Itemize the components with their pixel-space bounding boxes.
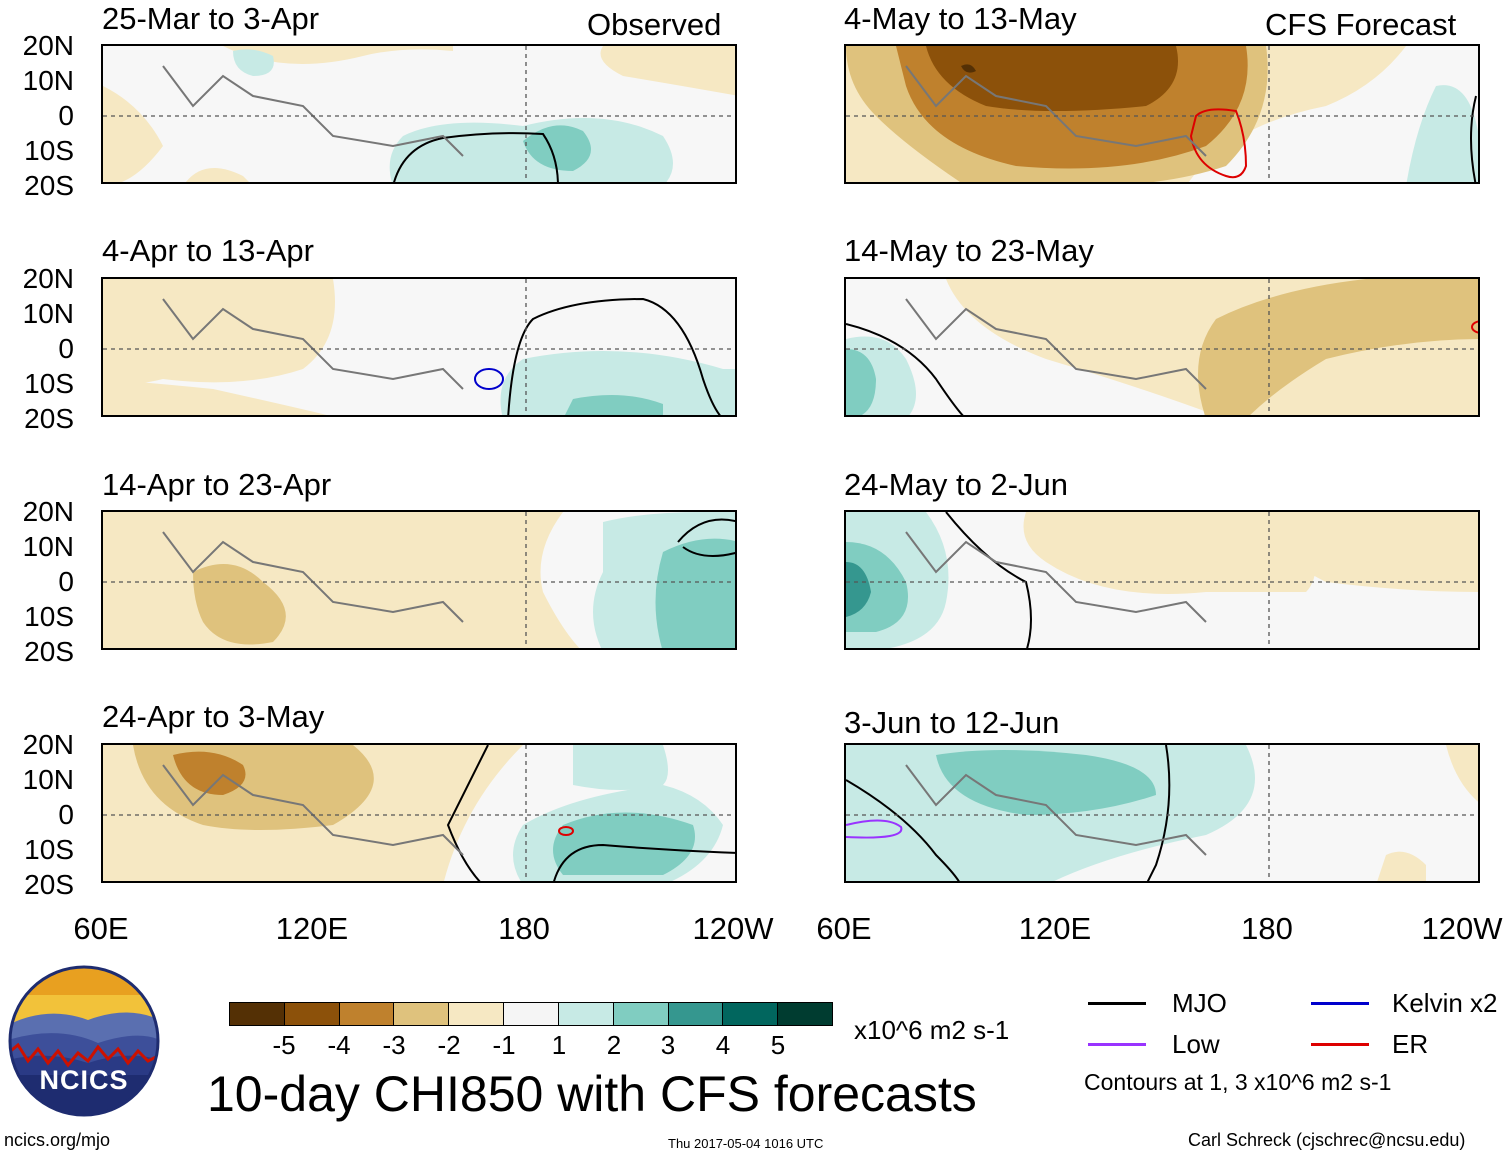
x-label: 120W xyxy=(1421,911,1503,946)
colorbar-swatch xyxy=(230,1003,284,1025)
x-label: 180 xyxy=(1241,911,1293,946)
panel-title: 24-May to 2-Jun xyxy=(844,467,1068,502)
y-label: 10S xyxy=(24,135,74,166)
y-label: 20N xyxy=(22,30,74,61)
colorbar-tick: -2 xyxy=(437,1030,461,1060)
colorbar-swatch xyxy=(722,1003,778,1025)
colorbar-swatch xyxy=(448,1003,504,1025)
colorbar-swatch xyxy=(557,1003,613,1025)
panel-title: 4-May to 13-May xyxy=(844,1,1077,36)
y-label: 20S xyxy=(24,403,74,434)
colorbar-swatch xyxy=(667,1003,723,1025)
logo-text: NCICS xyxy=(39,1065,129,1095)
colorbar-tick: -1 xyxy=(492,1030,516,1060)
ncics-logo: NCICS xyxy=(8,965,160,1117)
y-label: 20S xyxy=(24,636,74,667)
y-label: 0 xyxy=(58,100,74,131)
legend-mjo-label: MJO xyxy=(1172,988,1227,1018)
footer-author: Carl Schreck (cjschrec@ncsu.edu) xyxy=(1188,1130,1466,1150)
y-label: 10S xyxy=(24,834,74,865)
panel-title: 4-Apr to 13-Apr xyxy=(102,233,314,268)
x-label: 60E xyxy=(73,911,129,946)
colorbar-swatch xyxy=(503,1003,558,1025)
map-panel-fcst-1 xyxy=(844,44,1480,184)
panel-title: 24-Apr to 3-May xyxy=(102,699,325,734)
y-label: 0 xyxy=(58,566,74,597)
colorbar-units: x10^6 m2 s-1 xyxy=(854,1015,1010,1045)
colorbar-swatch xyxy=(612,1003,668,1025)
colorbar-tick: 3 xyxy=(660,1030,676,1060)
map-panel-obs-1 xyxy=(101,44,737,184)
footer-url: ncics.org/mjo xyxy=(4,1130,111,1150)
colorbar-tick: -3 xyxy=(382,1030,406,1060)
colorbar-tick: 1 xyxy=(551,1030,567,1060)
colorbar-tick: -4 xyxy=(327,1030,351,1060)
map-panel-fcst-2 xyxy=(844,277,1480,417)
map-panel-obs-2 xyxy=(101,277,737,417)
legend-low-label: Low xyxy=(1172,1029,1220,1059)
panel-title: 25-Mar to 3-Apr xyxy=(102,1,320,36)
y-label: 20S xyxy=(24,170,74,201)
y-label: 10N xyxy=(22,65,74,96)
forecast-header: CFS Forecast xyxy=(1265,7,1457,42)
x-label: 120E xyxy=(275,911,349,946)
y-label: 0 xyxy=(58,333,74,364)
map-panel-fcst-4 xyxy=(844,743,1480,883)
legend-er-swatch xyxy=(1311,1043,1369,1046)
colorbar-swatch xyxy=(338,1003,394,1025)
y-label: 10S xyxy=(24,601,74,632)
x-label: 120W xyxy=(692,911,774,946)
panel-title: 14-Apr to 23-Apr xyxy=(102,467,332,502)
y-label: 10S xyxy=(24,368,74,399)
panel-title: 14-May to 23-May xyxy=(844,233,1094,268)
map-panel-obs-4 xyxy=(101,743,737,883)
y-label: 20N xyxy=(22,496,74,527)
y-label: 0 xyxy=(58,799,74,830)
colorbar-tick: 4 xyxy=(715,1030,731,1060)
y-label: 10N xyxy=(22,531,74,562)
colorbar xyxy=(229,1002,833,1026)
panel-title: 3-Jun to 12-Jun xyxy=(844,705,1060,740)
observed-header: Observed xyxy=(587,7,722,42)
colorbar-swatch xyxy=(283,1003,339,1025)
legend-er-label: ER xyxy=(1392,1029,1429,1059)
y-label: 20N xyxy=(22,729,74,760)
y-label: 20S xyxy=(24,869,74,900)
colorbar-swatch xyxy=(777,1003,832,1025)
y-label: 20N xyxy=(22,263,74,294)
legend-mjo-swatch xyxy=(1088,1002,1146,1005)
y-label: 10N xyxy=(22,764,74,795)
x-label: 120E xyxy=(1018,911,1092,946)
legend-note: Contours at 1, 3 x10^6 m2 s-1 xyxy=(1084,1069,1392,1095)
y-label: 10N xyxy=(22,298,74,329)
colorbar-tick: 5 xyxy=(770,1030,786,1060)
map-panel-obs-3 xyxy=(101,510,737,650)
legend-low-swatch xyxy=(1088,1043,1146,1046)
colorbar-tick: 2 xyxy=(606,1030,622,1060)
colorbar-swatch xyxy=(393,1003,449,1025)
x-label: 180 xyxy=(498,911,550,946)
colorbar-tick: -5 xyxy=(272,1030,296,1060)
main-title: 10-day CHI850 with CFS forecasts xyxy=(207,1066,977,1122)
legend-kelvin-label: Kelvin x2 xyxy=(1392,988,1498,1018)
x-label: 60E xyxy=(816,911,872,946)
map-panel-fcst-3 xyxy=(844,510,1480,650)
legend-kelvin-swatch xyxy=(1311,1002,1369,1005)
footer-timestamp: Thu 2017-05-04 1016 UTC xyxy=(668,1136,824,1151)
